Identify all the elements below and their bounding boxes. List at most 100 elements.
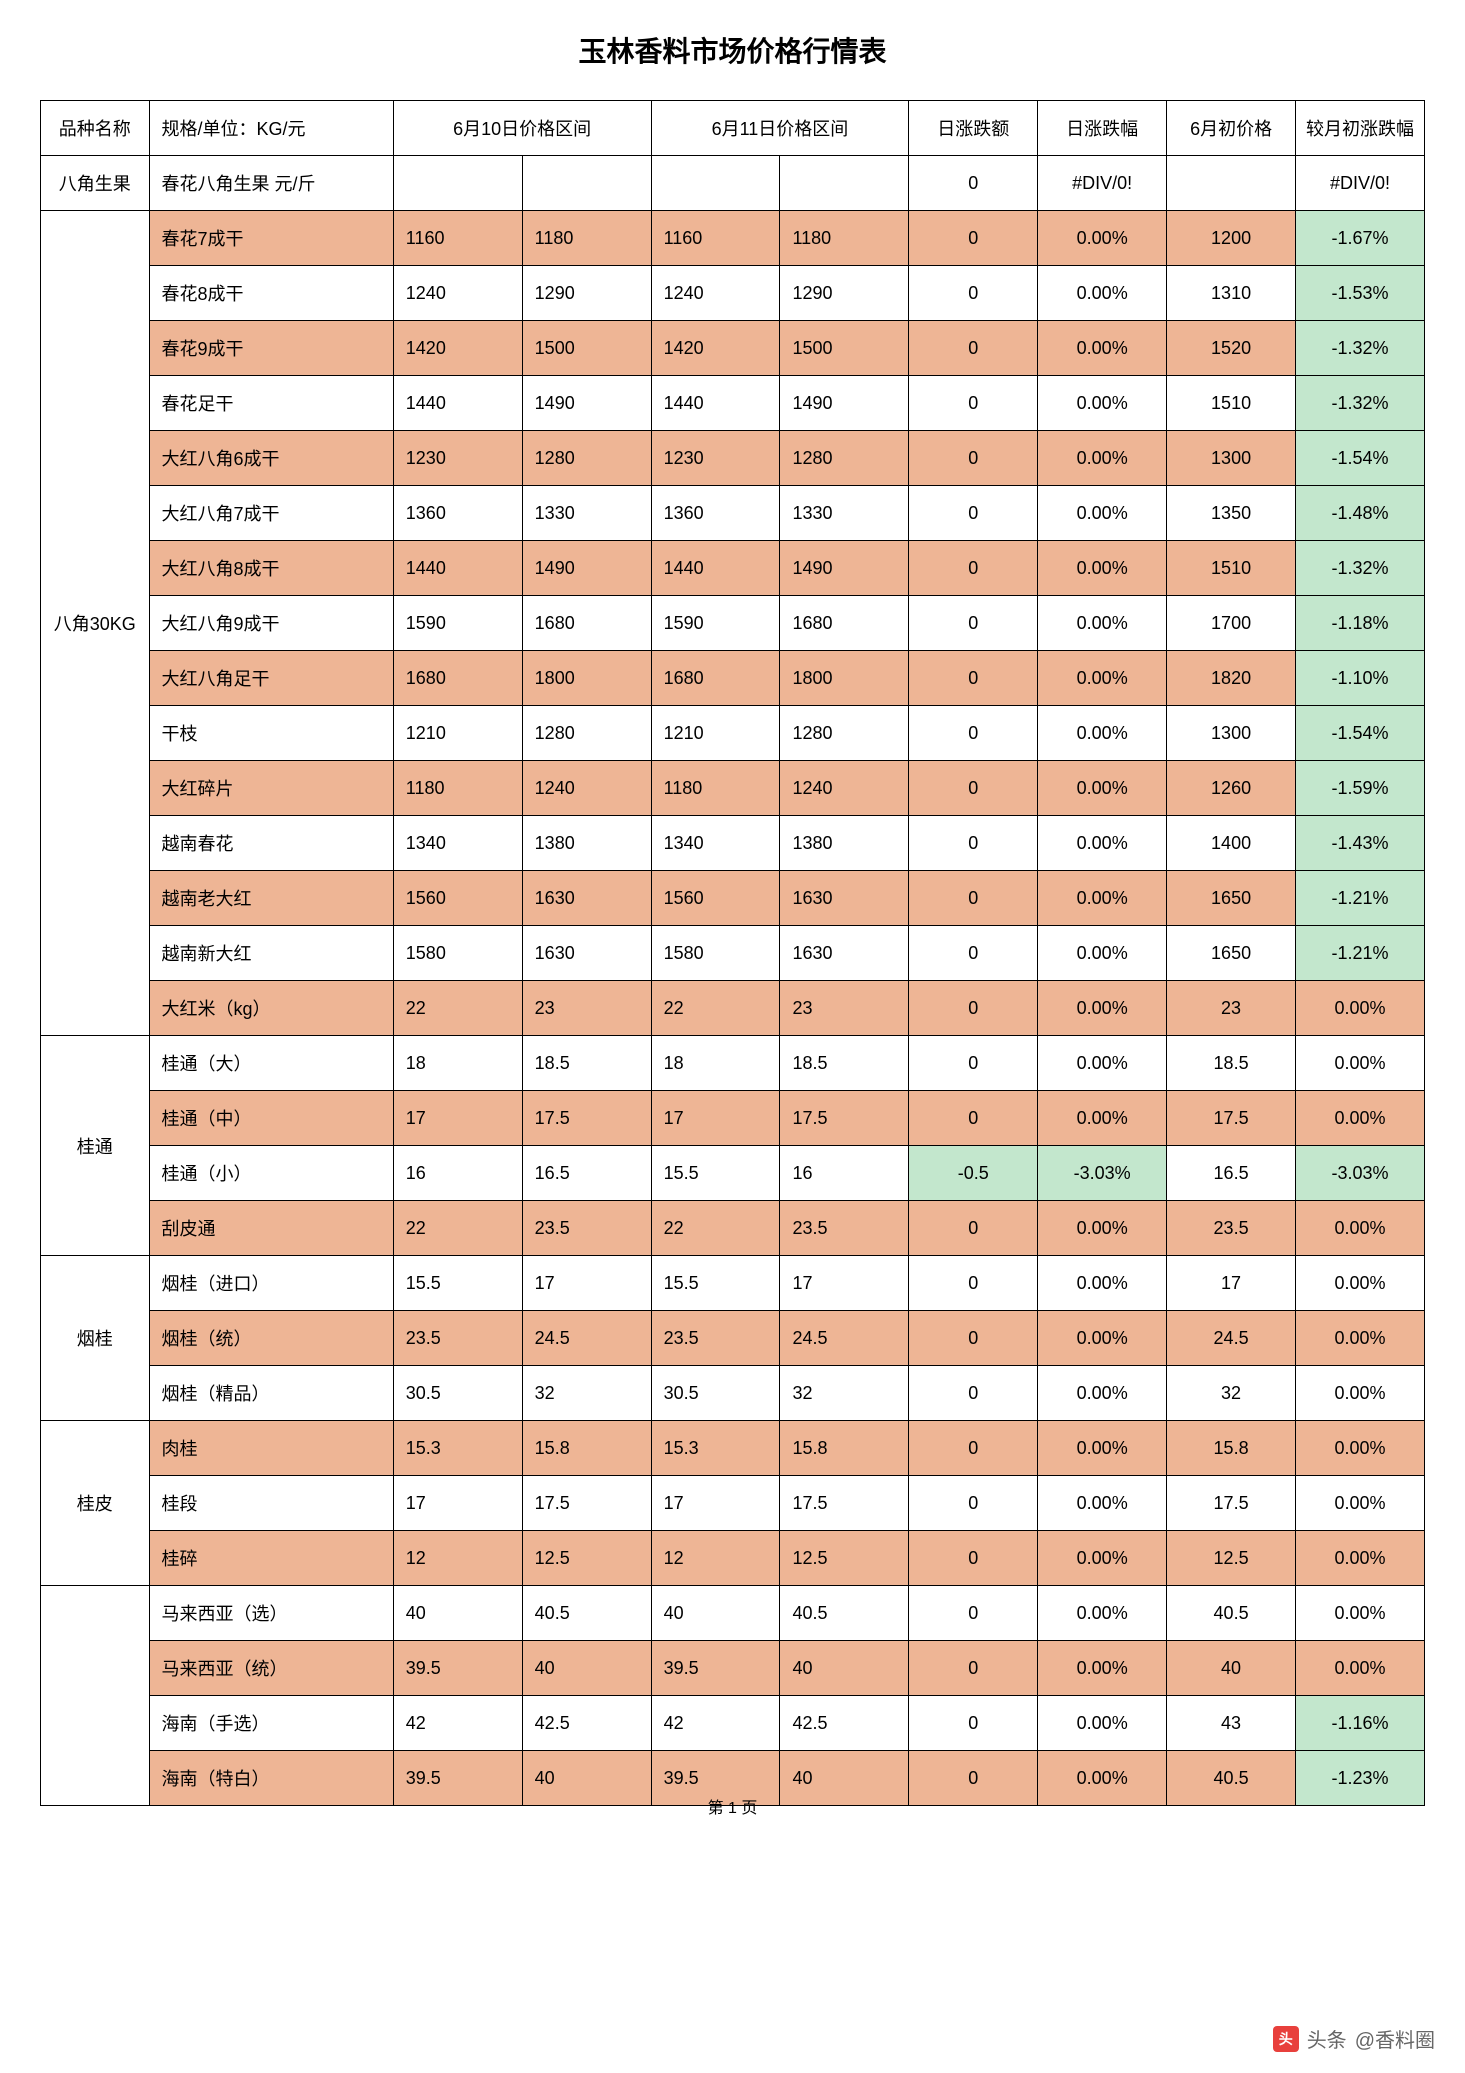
table-row: 桂段1717.51717.500.00%17.50.00% xyxy=(41,1476,1425,1531)
spec-cell: 越南春花 xyxy=(149,816,393,871)
header-row: 品种名称 规格/单位：KG/元 6月10日价格区间 6月11日价格区间 日涨跌额… xyxy=(41,101,1425,156)
value-cell: 1180 xyxy=(393,761,522,816)
value-cell: -1.67% xyxy=(1296,211,1425,266)
value-cell: 0 xyxy=(909,1366,1038,1421)
spec-cell: 桂通（大） xyxy=(149,1036,393,1091)
value-cell: 22 xyxy=(393,981,522,1036)
value-cell: 1300 xyxy=(1167,431,1296,486)
value-cell: 40 xyxy=(651,1586,780,1641)
value-cell xyxy=(780,156,909,211)
value-cell: -1.21% xyxy=(1296,871,1425,926)
value-cell: 1400 xyxy=(1167,816,1296,871)
table-row: 大红八角9成干159016801590168000.00%1700-1.18% xyxy=(41,596,1425,651)
value-cell: 17.5 xyxy=(780,1476,909,1531)
value-cell: 1180 xyxy=(651,761,780,816)
spec-cell: 马来西亚（统） xyxy=(149,1641,393,1696)
value-cell: -1.32% xyxy=(1296,376,1425,431)
value-cell: 22 xyxy=(393,1201,522,1256)
value-cell: 1280 xyxy=(522,431,651,486)
value-cell: 0.00% xyxy=(1296,1256,1425,1311)
value-cell: 18.5 xyxy=(1167,1036,1296,1091)
value-cell: 0.00% xyxy=(1038,816,1167,871)
value-cell: 17.5 xyxy=(522,1091,651,1146)
value-cell: 0.00% xyxy=(1038,486,1167,541)
value-cell: 12.5 xyxy=(1167,1531,1296,1586)
value-cell: 32 xyxy=(1167,1366,1296,1421)
value-cell: -1.59% xyxy=(1296,761,1425,816)
value-cell: 43 xyxy=(1167,1696,1296,1751)
value-cell: 1680 xyxy=(651,651,780,706)
table-row: 烟桂（统）23.524.523.524.500.00%24.50.00% xyxy=(41,1311,1425,1366)
spec-cell: 大红八角足干 xyxy=(149,651,393,706)
table-row: 大红八角足干168018001680180000.00%1820-1.10% xyxy=(41,651,1425,706)
value-cell: 1180 xyxy=(780,211,909,266)
value-cell: 17 xyxy=(522,1256,651,1311)
value-cell: 17 xyxy=(393,1476,522,1531)
table-row: 干枝121012801210128000.00%1300-1.54% xyxy=(41,706,1425,761)
value-cell: 1490 xyxy=(780,376,909,431)
value-cell: 0.00% xyxy=(1038,266,1167,321)
value-cell: 0 xyxy=(909,1201,1038,1256)
table-row: 大红米（kg）2223222300.00%230.00% xyxy=(41,981,1425,1036)
value-cell: 1280 xyxy=(780,431,909,486)
value-cell: 0 xyxy=(909,376,1038,431)
value-cell: 1180 xyxy=(522,211,651,266)
value-cell: 18 xyxy=(651,1036,780,1091)
value-cell: 0.00% xyxy=(1038,1311,1167,1366)
spec-cell: 春花八角生果 元/斤 xyxy=(149,156,393,211)
value-cell: 23 xyxy=(522,981,651,1036)
value-cell: 1240 xyxy=(651,266,780,321)
value-cell: 1650 xyxy=(1167,926,1296,981)
value-cell: 17.5 xyxy=(522,1476,651,1531)
spec-cell: 桂通（中） xyxy=(149,1091,393,1146)
table-row: 越南春花134013801340138000.00%1400-1.43% xyxy=(41,816,1425,871)
value-cell: 0 xyxy=(909,321,1038,376)
value-cell: 0.00% xyxy=(1038,376,1167,431)
value-cell: 24.5 xyxy=(1167,1311,1296,1366)
value-cell: 22 xyxy=(651,1201,780,1256)
value-cell: 0 xyxy=(909,651,1038,706)
value-cell: 0.00% xyxy=(1038,431,1167,486)
value-cell: 1820 xyxy=(1167,651,1296,706)
spec-cell: 桂通（小） xyxy=(149,1146,393,1201)
value-cell: 1340 xyxy=(393,816,522,871)
value-cell: 0 xyxy=(909,211,1038,266)
value-cell: 1630 xyxy=(780,871,909,926)
spec-cell: 烟桂（精品） xyxy=(149,1366,393,1421)
value-cell: -1.10% xyxy=(1296,651,1425,706)
table-row: 烟桂（精品）30.53230.53200.00%320.00% xyxy=(41,1366,1425,1421)
value-cell: 42 xyxy=(393,1696,522,1751)
value-cell: 32 xyxy=(522,1366,651,1421)
value-cell: 39.5 xyxy=(651,1641,780,1696)
header-mpct: 较月初涨跌幅 xyxy=(1296,101,1425,156)
value-cell: 1240 xyxy=(393,266,522,321)
value-cell: 1200 xyxy=(1167,211,1296,266)
value-cell xyxy=(522,156,651,211)
value-cell: 1800 xyxy=(522,651,651,706)
value-cell: 0 xyxy=(909,486,1038,541)
value-cell: -3.03% xyxy=(1038,1146,1167,1201)
value-cell: 0.00% xyxy=(1038,1586,1167,1641)
header-pct: 日涨跌幅 xyxy=(1038,101,1167,156)
value-cell: 0 xyxy=(909,1036,1038,1091)
spec-cell: 春花8成干 xyxy=(149,266,393,321)
value-cell: 40 xyxy=(1167,1641,1296,1696)
value-cell: 1630 xyxy=(522,926,651,981)
value-cell: 40 xyxy=(522,1641,651,1696)
value-cell: -1.16% xyxy=(1296,1696,1425,1751)
value-cell: 1630 xyxy=(522,871,651,926)
value-cell: 16 xyxy=(393,1146,522,1201)
table-row: 刮皮通2223.52223.500.00%23.50.00% xyxy=(41,1201,1425,1256)
value-cell: 1330 xyxy=(780,486,909,541)
header-category: 品种名称 xyxy=(41,101,150,156)
value-cell: 1440 xyxy=(393,376,522,431)
value-cell: -1.32% xyxy=(1296,541,1425,596)
value-cell: 1380 xyxy=(522,816,651,871)
table-row: 春花8成干124012901240129000.00%1310-1.53% xyxy=(41,266,1425,321)
value-cell: 0 xyxy=(909,156,1038,211)
value-cell: 1240 xyxy=(522,761,651,816)
value-cell: 0.00% xyxy=(1038,1421,1167,1476)
value-cell: 23.5 xyxy=(393,1311,522,1366)
value-cell: 0.00% xyxy=(1296,1586,1425,1641)
value-cell: 40 xyxy=(780,1641,909,1696)
